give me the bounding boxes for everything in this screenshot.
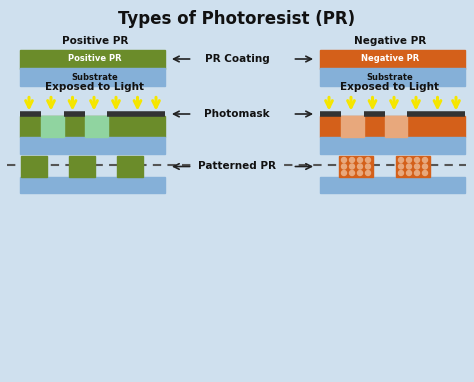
- Circle shape: [341, 164, 346, 169]
- Text: Substrate: Substrate: [72, 73, 118, 82]
- Text: Patterned PR: Patterned PR: [198, 162, 276, 172]
- Circle shape: [399, 157, 403, 162]
- Bar: [20, 177, 165, 193]
- Text: Photomask: Photomask: [204, 109, 270, 119]
- Bar: [320, 137, 465, 154]
- Circle shape: [414, 164, 419, 169]
- Circle shape: [414, 157, 419, 162]
- Bar: [20, 137, 165, 154]
- Circle shape: [349, 170, 355, 175]
- Text: Substrate: Substrate: [366, 73, 413, 82]
- Bar: [320, 116, 465, 137]
- Circle shape: [407, 157, 411, 162]
- Text: PR Coating: PR Coating: [205, 54, 269, 64]
- Bar: [320, 50, 465, 68]
- Circle shape: [422, 164, 428, 169]
- Circle shape: [422, 157, 428, 162]
- Circle shape: [365, 170, 371, 175]
- Text: Negative PR: Negative PR: [361, 55, 419, 63]
- Text: Exposed to Light: Exposed to Light: [46, 82, 145, 92]
- Bar: [20, 68, 165, 86]
- Bar: [396, 156, 430, 177]
- Bar: [20, 50, 165, 68]
- Bar: [385, 116, 408, 137]
- Bar: [320, 68, 465, 86]
- Text: Positive PR: Positive PR: [68, 55, 122, 63]
- Bar: [320, 177, 465, 193]
- Bar: [85, 116, 108, 137]
- Circle shape: [349, 157, 355, 162]
- Circle shape: [357, 164, 363, 169]
- Bar: [117, 156, 143, 177]
- Circle shape: [422, 170, 428, 175]
- Text: Negative PR: Negative PR: [354, 36, 426, 45]
- Text: Types of Photoresist (PR): Types of Photoresist (PR): [118, 10, 356, 28]
- Circle shape: [349, 164, 355, 169]
- Circle shape: [407, 164, 411, 169]
- Circle shape: [341, 157, 346, 162]
- Circle shape: [357, 170, 363, 175]
- Text: Exposed to Light: Exposed to Light: [340, 82, 439, 92]
- Bar: [20, 116, 165, 137]
- Bar: [21, 156, 47, 177]
- Bar: [69, 156, 95, 177]
- Circle shape: [399, 164, 403, 169]
- Circle shape: [357, 157, 363, 162]
- Circle shape: [399, 170, 403, 175]
- Circle shape: [414, 170, 419, 175]
- Text: Positive PR: Positive PR: [62, 36, 128, 45]
- Circle shape: [341, 170, 346, 175]
- Text: Development: Development: [198, 160, 276, 170]
- Circle shape: [365, 157, 371, 162]
- Circle shape: [407, 170, 411, 175]
- Bar: [339, 156, 373, 177]
- Bar: [341, 116, 364, 137]
- Bar: [41, 116, 64, 137]
- Circle shape: [365, 164, 371, 169]
